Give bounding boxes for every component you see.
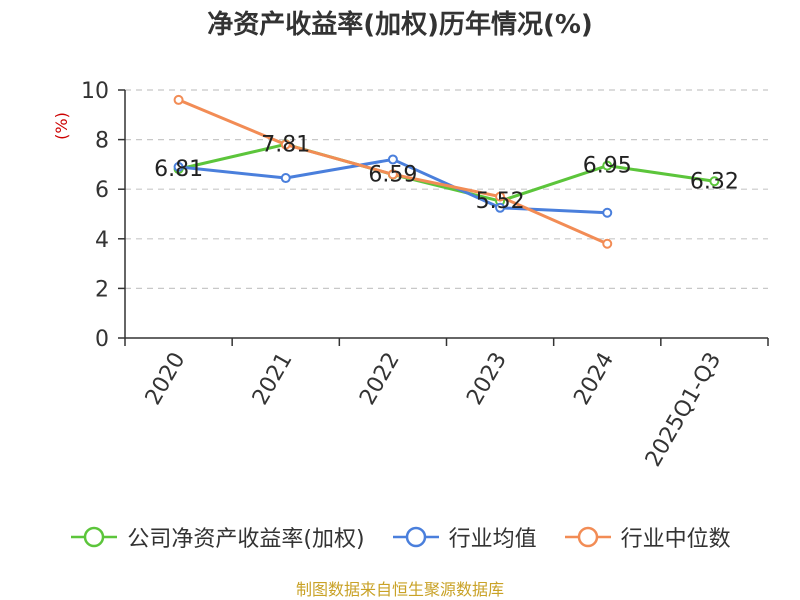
data-label: 6.95 (583, 154, 632, 179)
x-tick-label: 2022 (355, 348, 405, 409)
chart-title: 净资产收益率(加权)历年情况(%) (207, 10, 593, 40)
y-tick-label: 2 (95, 277, 109, 302)
data-label: 6.32 (690, 169, 739, 194)
legend: 公司净资产收益率(加权) 行业均值 行业中位数 (0, 520, 800, 554)
legend-circle (577, 526, 598, 548)
data-point (602, 160, 613, 171)
data-label: 7.81 (261, 132, 310, 157)
legend-item: 行业中位数 (563, 521, 731, 553)
data-point (387, 154, 398, 165)
data-point (495, 202, 506, 213)
data-labels: 6.81 7.81 6.59 5.52 6.95 6.32 (154, 132, 739, 214)
data-label: 6.59 (368, 163, 417, 188)
y-tick-label: 0 (95, 327, 109, 352)
y-tick-label: 8 (95, 129, 109, 154)
data-label: 6.81 (154, 157, 203, 182)
data-label: 5.52 (476, 189, 525, 214)
x-tick-label: 2023 (462, 348, 512, 409)
data-point (280, 139, 291, 150)
legend-marker-icon (71, 526, 118, 548)
legend-circle (84, 526, 105, 548)
x-tick-label: 2025Q1-Q3 (641, 348, 726, 471)
y-axis-label: (%) (52, 112, 71, 140)
x-tick-label: 2020 (141, 348, 191, 409)
legend-item: 公司净资产收益率(加权) (69, 521, 365, 553)
series-line-0 (178, 142, 715, 203)
axes: 0 2 4 6 8 10 (%) 2020 2021 2022 2023 2024 2025Q1-Q3 (52, 79, 769, 471)
x-tick-label: 2021 (248, 348, 298, 409)
series-lines (173, 94, 720, 249)
legend-label: 行业均值 (448, 527, 537, 552)
data-point (387, 169, 398, 180)
data-point (173, 161, 184, 172)
data-point (173, 94, 184, 105)
legend-marker-icon (564, 526, 611, 548)
x-tick-label: 2024 (569, 348, 619, 409)
legend-marker-icon (392, 526, 439, 548)
y-tick-label: 4 (95, 228, 109, 253)
legend-label: 行业中位数 (620, 527, 731, 552)
data-point (602, 238, 613, 249)
source-note: 制图数据来自恒生聚源数据库 (295, 580, 504, 599)
data-point (495, 191, 506, 202)
y-tick-label: 6 (95, 178, 109, 203)
data-point (602, 207, 613, 218)
legend-item: 行业均值 (391, 521, 537, 553)
legend-circle (405, 526, 426, 548)
data-point (709, 176, 720, 187)
y-tick-label: 10 (81, 79, 109, 104)
data-point (280, 173, 291, 184)
legend-label: 公司净资产收益率(加权) (127, 527, 365, 552)
